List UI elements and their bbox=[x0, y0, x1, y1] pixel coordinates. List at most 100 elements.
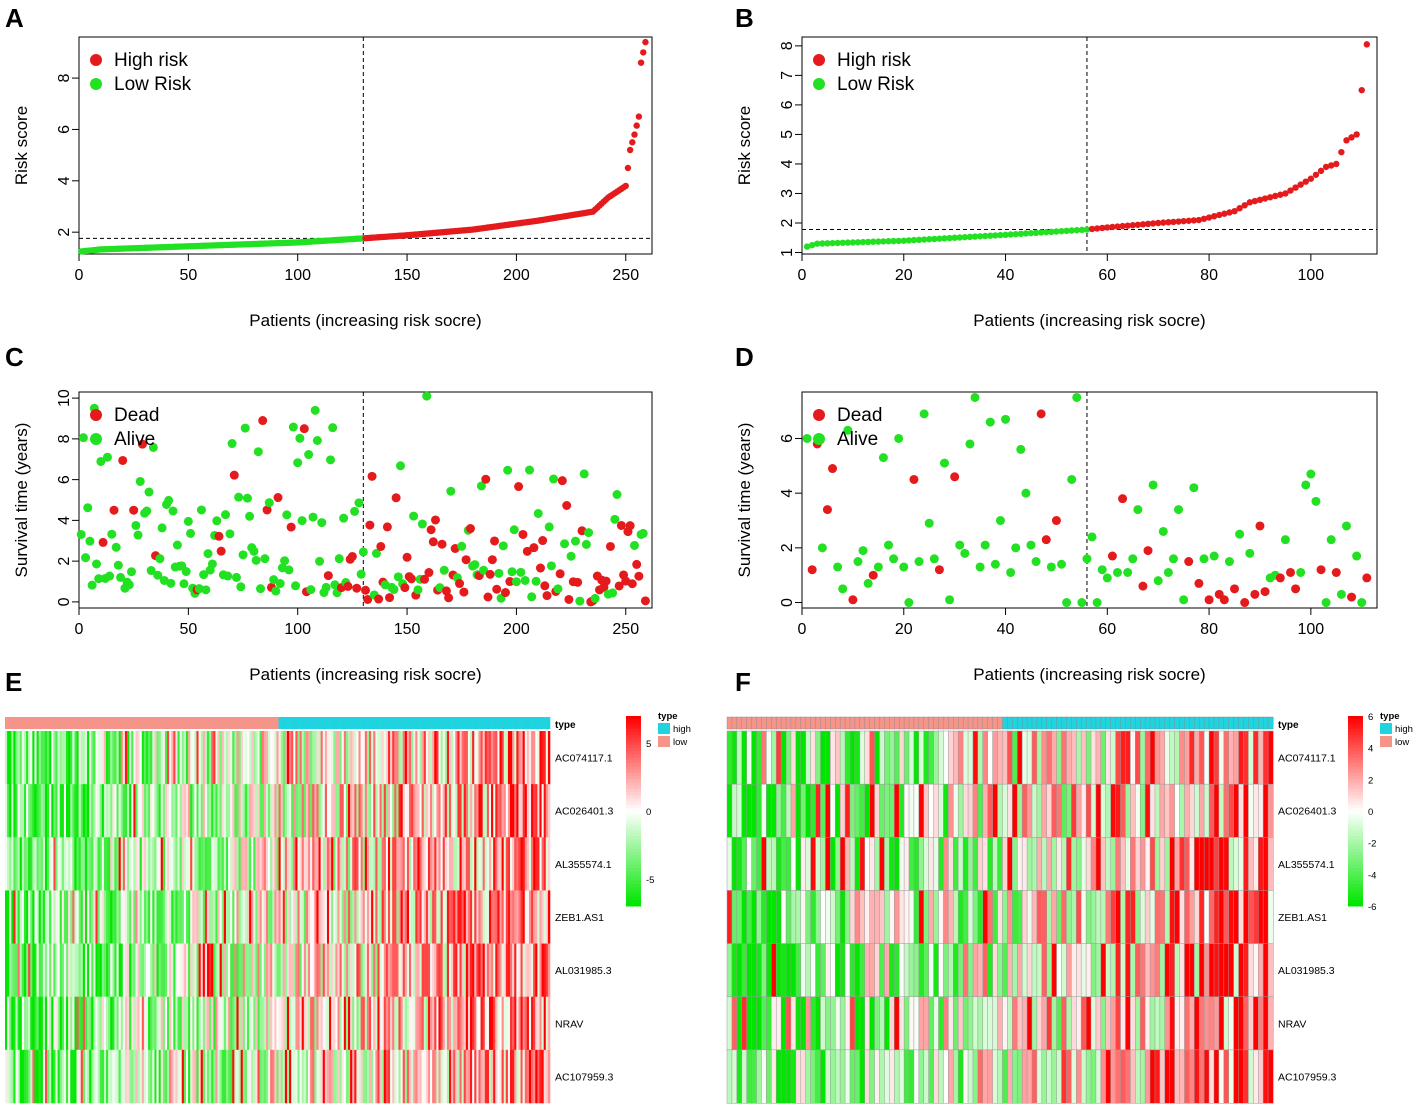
heatmap-cell bbox=[1110, 837, 1117, 891]
heatmap-cell bbox=[320, 731, 324, 785]
annotation-cell bbox=[26, 717, 29, 729]
heatmap-cell bbox=[465, 837, 469, 891]
heatmap-cell bbox=[295, 784, 298, 838]
heatmap-cell bbox=[756, 996, 762, 1051]
heatmap-cell bbox=[1194, 1049, 1200, 1104]
heatmap-cell bbox=[933, 837, 940, 891]
heatmap-cell bbox=[211, 731, 214, 785]
heatmap-cell bbox=[360, 943, 364, 998]
survival-point bbox=[465, 524, 475, 534]
annotation-cell bbox=[244, 717, 248, 729]
annotation-cell bbox=[156, 717, 159, 729]
heatmap-cell bbox=[510, 837, 513, 891]
annotation-cell bbox=[293, 717, 296, 729]
heatmap-cell bbox=[238, 784, 241, 838]
survival-point bbox=[1204, 595, 1214, 605]
heatmap-cell bbox=[1061, 730, 1067, 785]
heatmap-cell bbox=[377, 943, 380, 998]
survival-point bbox=[148, 442, 158, 452]
heatmap-cell bbox=[329, 996, 332, 1051]
heatmap-cell bbox=[1194, 783, 1200, 838]
annotation-cell bbox=[324, 717, 328, 729]
survival-point bbox=[295, 433, 305, 443]
heatmap-cell bbox=[463, 996, 467, 1051]
heatmap-cell bbox=[89, 731, 92, 785]
heatmap-cell bbox=[337, 731, 340, 785]
survival-point bbox=[525, 465, 535, 475]
heatmap-cell bbox=[1164, 730, 1171, 785]
colorbar-step bbox=[626, 849, 641, 853]
legend-marker bbox=[813, 409, 825, 421]
annotation-cell bbox=[923, 716, 930, 730]
colorbar-step bbox=[1348, 858, 1363, 863]
heatmap-cell bbox=[122, 996, 126, 1051]
heatmap-cell bbox=[343, 731, 347, 785]
survival-point bbox=[476, 481, 486, 491]
heatmap-cell bbox=[457, 943, 460, 998]
heatmap-cell bbox=[948, 1049, 954, 1104]
heatmap-cell bbox=[289, 890, 292, 944]
heatmap-cell bbox=[785, 730, 792, 785]
heatmap-cell bbox=[228, 1049, 231, 1104]
heatmap-cell bbox=[427, 837, 431, 891]
heatmap-cell bbox=[331, 784, 334, 838]
heatmap-cell bbox=[455, 890, 458, 944]
heatmap-cell bbox=[1203, 1049, 1210, 1104]
heatmap-cell bbox=[171, 837, 174, 891]
heatmap-cell bbox=[889, 943, 895, 998]
heatmap-cell bbox=[526, 784, 530, 838]
legend-marker bbox=[90, 433, 102, 445]
colorbar-step bbox=[626, 788, 641, 793]
heatmap-cell bbox=[72, 731, 75, 785]
heatmap-cell bbox=[1026, 996, 1033, 1051]
heatmap-cell bbox=[1080, 1049, 1087, 1104]
heatmap-cell bbox=[1061, 943, 1067, 998]
survival-point bbox=[533, 508, 543, 518]
heatmap-cell bbox=[103, 890, 107, 944]
heatmap-cell bbox=[430, 996, 433, 1051]
heatmap-cell bbox=[177, 890, 180, 944]
heatmap-cell bbox=[51, 890, 54, 944]
heatmap-cell bbox=[13, 837, 16, 891]
heatmap-cell bbox=[137, 837, 140, 891]
heatmap-cell bbox=[87, 1049, 90, 1104]
heatmap-cell bbox=[84, 943, 88, 998]
heatmap-cell bbox=[169, 996, 172, 1051]
heatmap-cell bbox=[409, 731, 412, 785]
survival-point bbox=[376, 541, 386, 551]
heatmap-cell bbox=[179, 890, 183, 944]
heatmap-cell bbox=[175, 1049, 178, 1104]
heatmap-cell bbox=[400, 890, 404, 944]
heatmap-cell bbox=[129, 837, 132, 891]
heatmap-cell bbox=[800, 730, 807, 785]
heatmap-cell bbox=[150, 996, 153, 1051]
survival-point bbox=[286, 522, 296, 532]
heatmap-cell bbox=[15, 996, 18, 1051]
heatmap-cell bbox=[278, 943, 281, 998]
heatmap-cell bbox=[171, 890, 174, 944]
heatmap-cell bbox=[278, 996, 281, 1051]
annotation-cell bbox=[1021, 716, 1028, 730]
heatmap-cell bbox=[943, 1049, 949, 1104]
survival-point bbox=[538, 536, 548, 546]
survival-point bbox=[323, 571, 333, 581]
heatmap-cell bbox=[518, 890, 521, 944]
heatmap-cell bbox=[339, 731, 342, 785]
heatmap-cell bbox=[103, 943, 107, 998]
y-tick-label: 2 bbox=[779, 543, 796, 552]
heatmap-cell bbox=[982, 730, 989, 785]
heatmap-cell bbox=[352, 943, 355, 998]
heatmap-cell bbox=[293, 784, 296, 838]
annotation-cell bbox=[369, 717, 372, 729]
heatmap-cell bbox=[736, 943, 743, 998]
heatmap-cell bbox=[531, 890, 534, 944]
annotation-cell bbox=[68, 717, 71, 729]
heatmap-cell bbox=[350, 943, 353, 998]
heatmap-cell bbox=[780, 996, 787, 1051]
annotation-cell bbox=[28, 717, 31, 729]
heatmap-cell bbox=[486, 890, 490, 944]
heatmap-cell bbox=[5, 1049, 8, 1104]
survival-point bbox=[985, 417, 995, 427]
heatmap-cell bbox=[228, 784, 231, 838]
heatmap-cell bbox=[196, 731, 199, 785]
